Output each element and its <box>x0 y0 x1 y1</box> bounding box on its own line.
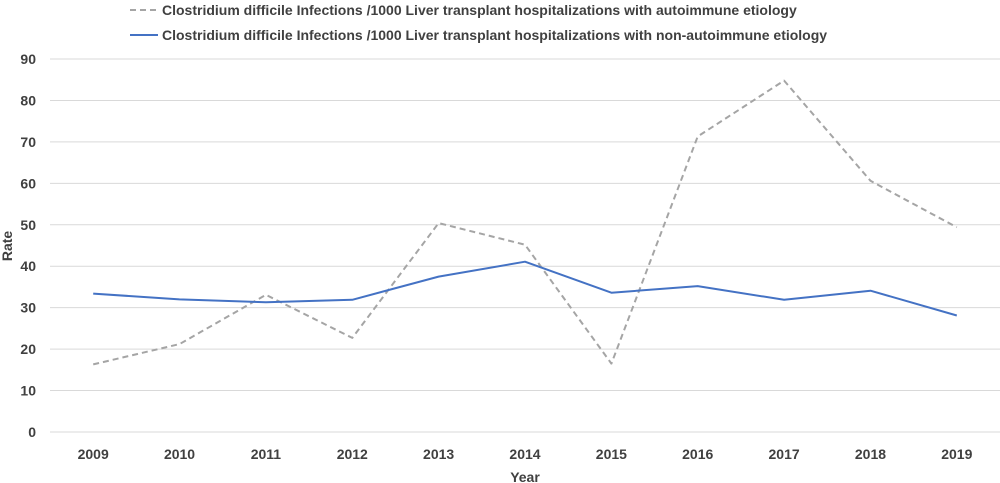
y-tick-label: 90 <box>20 51 36 67</box>
y-tick-label: 50 <box>20 217 36 233</box>
x-axis-ticks: 2009 2010 2011 2012 2013 2014 2015 2016 2017 2018… <box>78 446 973 462</box>
y-tick-label: 30 <box>20 300 36 316</box>
y-tick-label: 10 <box>20 383 36 399</box>
y-axis-ticks: 0 10 20 30 40 50 60 70 80 90 <box>20 51 36 440</box>
x-tick-label: 2012 <box>337 446 368 462</box>
y-axis-title: Rate <box>0 231 15 262</box>
x-tick-label: 2016 <box>682 446 713 462</box>
x-tick-label: 2013 <box>423 446 454 462</box>
series-line-non-autoimmune <box>93 260 958 317</box>
x-tick-label: 2011 <box>251 446 282 462</box>
y-tick-label: 80 <box>20 92 36 108</box>
y-tick-label: 40 <box>20 258 36 274</box>
x-tick-label: 2014 <box>509 446 540 462</box>
legend: Clostridium difficile Infections /1000 L… <box>130 2 827 43</box>
y-tick-label: 60 <box>20 175 36 191</box>
x-tick-label: 2015 <box>596 446 627 462</box>
y-tick-label: 20 <box>20 341 36 357</box>
y-tick-label: 0 <box>28 424 36 440</box>
x-tick-label: 2010 <box>164 446 195 462</box>
legend-label-autoimmune: Clostridium difficile Infections /1000 L… <box>162 2 797 18</box>
series-line-autoimmune <box>92 79 958 366</box>
x-tick-label: 2017 <box>769 446 800 462</box>
series-lines <box>92 79 958 366</box>
x-tick-label: 2019 <box>941 446 972 462</box>
x-tick-label: 2018 <box>855 446 886 462</box>
x-tick-label: 2009 <box>78 446 109 462</box>
gridlines <box>50 58 1000 433</box>
y-tick-label: 70 <box>20 134 36 150</box>
legend-label-non-autoimmune: Clostridium difficile Infections /1000 L… <box>162 27 827 43</box>
x-axis-title: Year <box>510 469 540 483</box>
